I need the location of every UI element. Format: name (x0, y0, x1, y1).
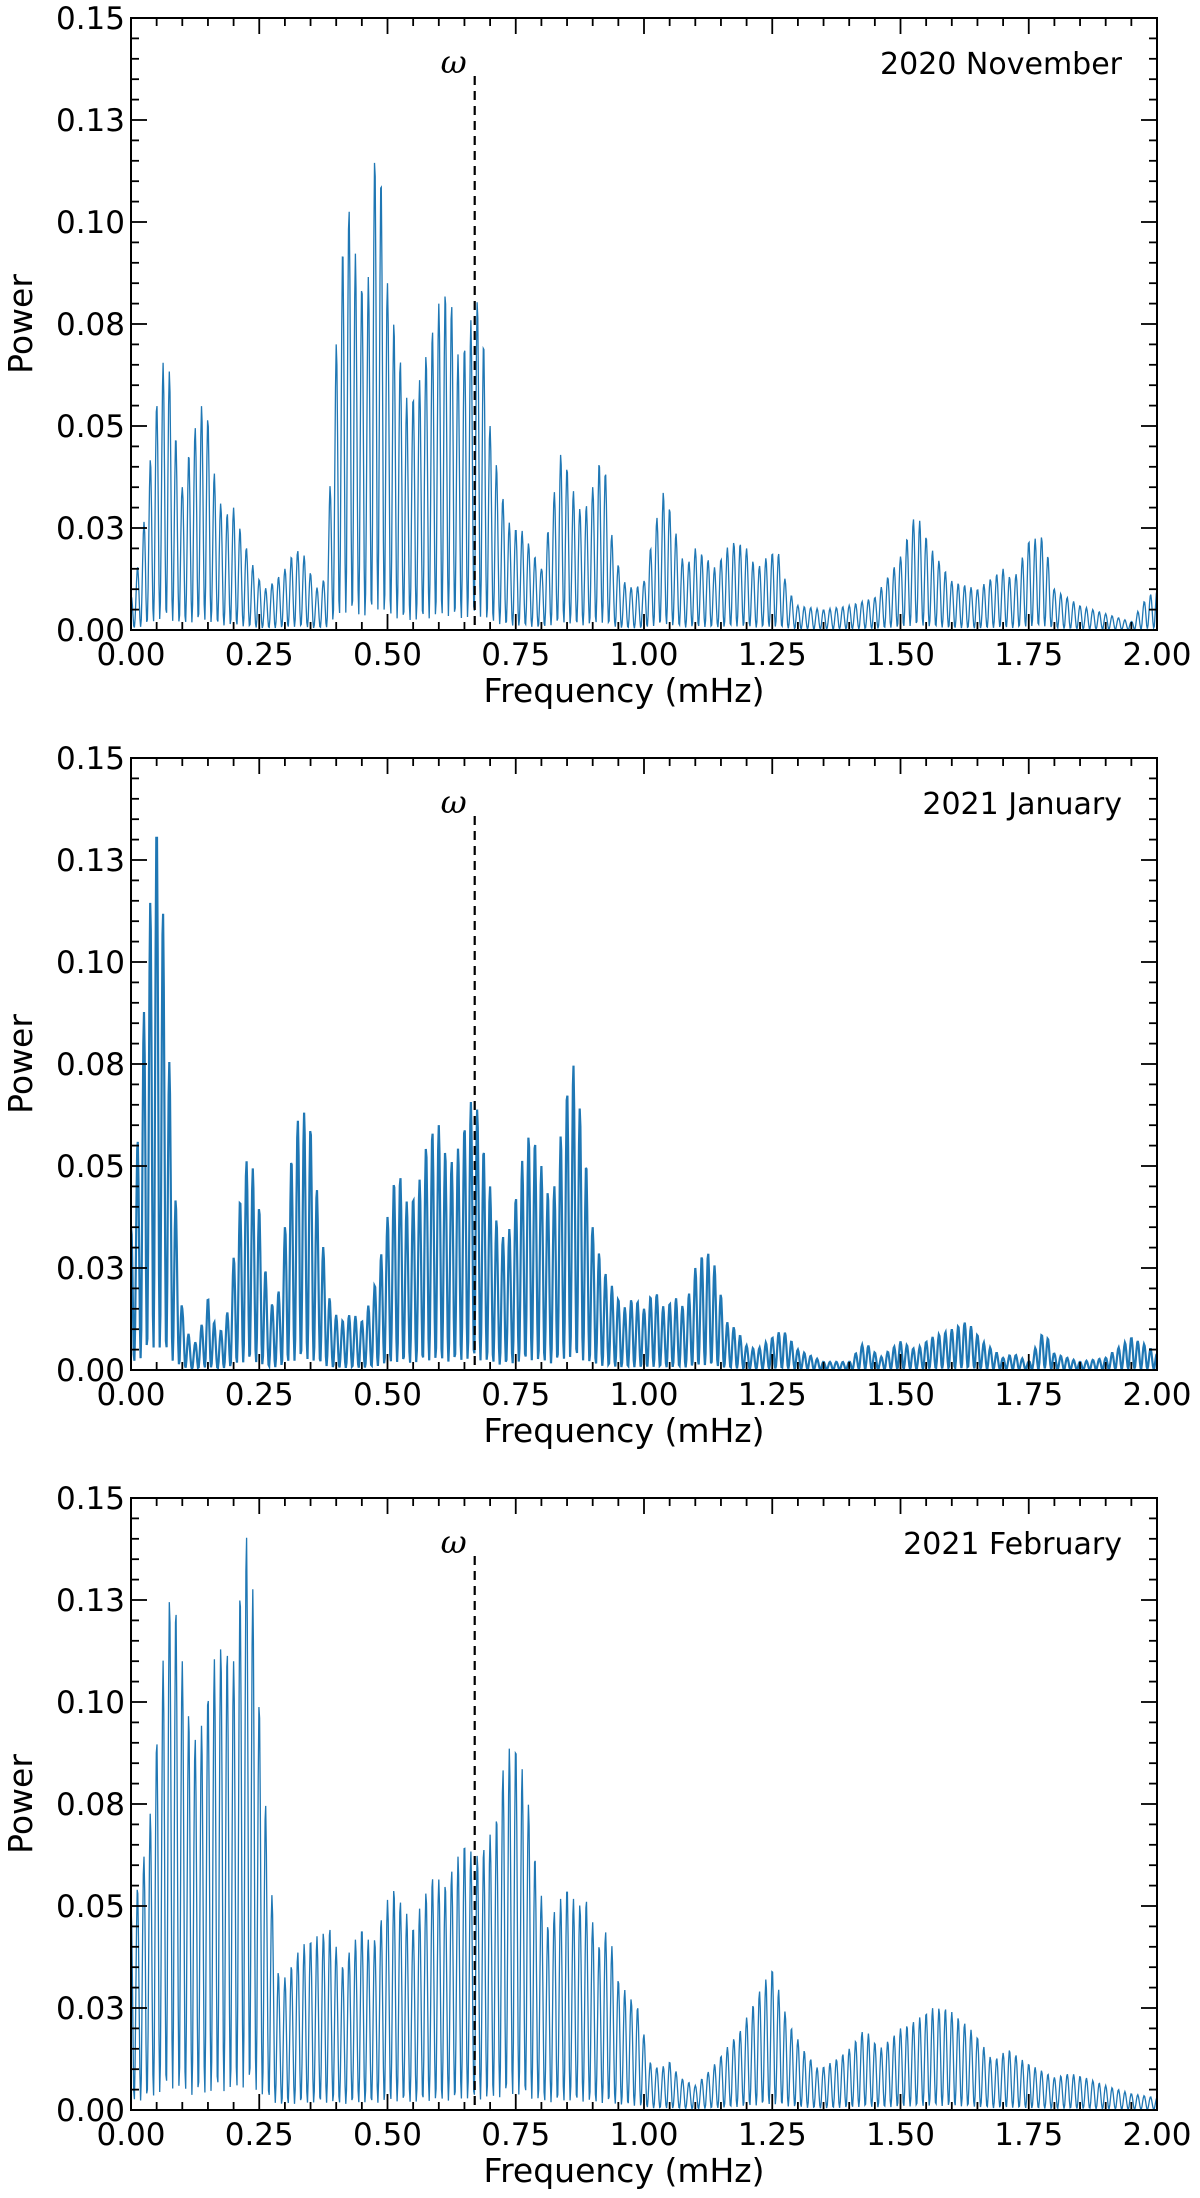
y-tick-label: 0.13 (56, 843, 125, 879)
power-spectrum-line (131, 836, 1157, 1370)
x-tick-label: 1.25 (738, 1377, 807, 1413)
x-tick-label: 1.00 (609, 2117, 678, 2153)
x-tick-label: 1.25 (738, 637, 807, 673)
y-axis-label: Power (1, 1014, 40, 1114)
y-axis-label: Power (1, 274, 40, 374)
x-tick-label: 1.50 (866, 2117, 935, 2153)
x-tick-label: 0.25 (225, 637, 294, 673)
y-tick-label: 0.15 (56, 741, 125, 777)
x-tick-label: 0.25 (225, 1377, 294, 1413)
y-axis-label: Power (1, 1754, 40, 1854)
y-tick-label: 0.13 (56, 1583, 125, 1619)
power-spectrum-line (131, 1537, 1157, 2110)
y-tick-label: 0.00 (56, 613, 125, 649)
omega-label: ω (441, 1523, 467, 1561)
plot-frame (130, 757, 1158, 1371)
y-tick-label: 0.03 (56, 1251, 125, 1287)
x-tick-label: 0.75 (481, 637, 550, 673)
y-tick-label: 0.03 (56, 511, 125, 547)
y-tick-label: 0.15 (56, 1, 125, 37)
y-tick-label: 0.08 (56, 307, 125, 343)
y-tick-label: 0.00 (56, 1353, 125, 1389)
x-tick-label: 1.25 (738, 2117, 807, 2153)
x-tick-label: 1.00 (609, 637, 678, 673)
power-spectrum-line (131, 162, 1157, 630)
x-axis-label: Frequency (mHz) (484, 1411, 765, 1450)
x-tick-label: 1.75 (994, 1377, 1063, 1413)
omega-label: ω (441, 43, 467, 81)
plot-frame (130, 1497, 1158, 2111)
y-tick-label: 0.05 (56, 409, 125, 445)
y-tick-label: 0.08 (56, 1047, 125, 1083)
y-tick-label: 0.10 (56, 1685, 125, 1721)
y-tick-label: 0.08 (56, 1787, 125, 1823)
plot-frame (130, 17, 1158, 631)
y-tick-label: 0.13 (56, 103, 125, 139)
x-tick-label: 0.00 (96, 637, 165, 673)
panel-1: ω 2020 November 0.00 0.25 0.50 0.75 1.00 1.25 1.… (1, 1, 1192, 710)
panel-3: ω 2021 February 0.00 0.25 0.50 0.75 1.00 1.25 1.… (1, 1481, 1192, 2190)
x-tick-label: 1.50 (866, 1377, 935, 1413)
x-tick-label: 0.75 (481, 2117, 550, 2153)
y-tick-label: 0.15 (56, 1481, 125, 1517)
y-tick-label: 0.10 (56, 205, 125, 241)
x-tick-label: 0.25 (225, 2117, 294, 2153)
x-tick-label: 2.00 (1122, 2117, 1191, 2153)
panel-2: ω 2021 January 0.00 0.25 0.50 0.75 1.00 1.25 1.5… (1, 741, 1192, 1450)
panel-label: 2021 February (903, 1527, 1122, 1562)
x-axis-label: Frequency (mHz) (484, 671, 765, 710)
x-tick-label: 0.75 (481, 1377, 550, 1413)
x-tick-label: 0.50 (353, 1377, 422, 1413)
x-axis-label: Frequency (mHz) (484, 2151, 765, 2190)
x-tick-label: 0.00 (96, 2117, 165, 2153)
x-tick-label: 2.00 (1122, 1377, 1191, 1413)
y-tick-label: 0.03 (56, 1991, 125, 2027)
x-tick-label: 0.50 (353, 2117, 422, 2153)
x-tick-label: 0.50 (353, 637, 422, 673)
y-tick-label: 0.10 (56, 945, 125, 981)
y-tick-label: 0.00 (56, 2093, 125, 2129)
panel-label: 2020 November (880, 47, 1123, 82)
omega-label: ω (441, 783, 467, 821)
x-tick-label: 1.75 (994, 637, 1063, 673)
x-tick-label: 1.50 (866, 637, 935, 673)
x-tick-label: 2.00 (1122, 637, 1191, 673)
y-tick-label: 0.05 (56, 1889, 125, 1925)
x-tick-label: 0.00 (96, 1377, 165, 1413)
x-tick-label: 1.75 (994, 2117, 1063, 2153)
y-tick-label: 0.05 (56, 1149, 125, 1185)
panel-label: 2021 January (922, 787, 1122, 822)
x-tick-label: 1.00 (609, 1377, 678, 1413)
